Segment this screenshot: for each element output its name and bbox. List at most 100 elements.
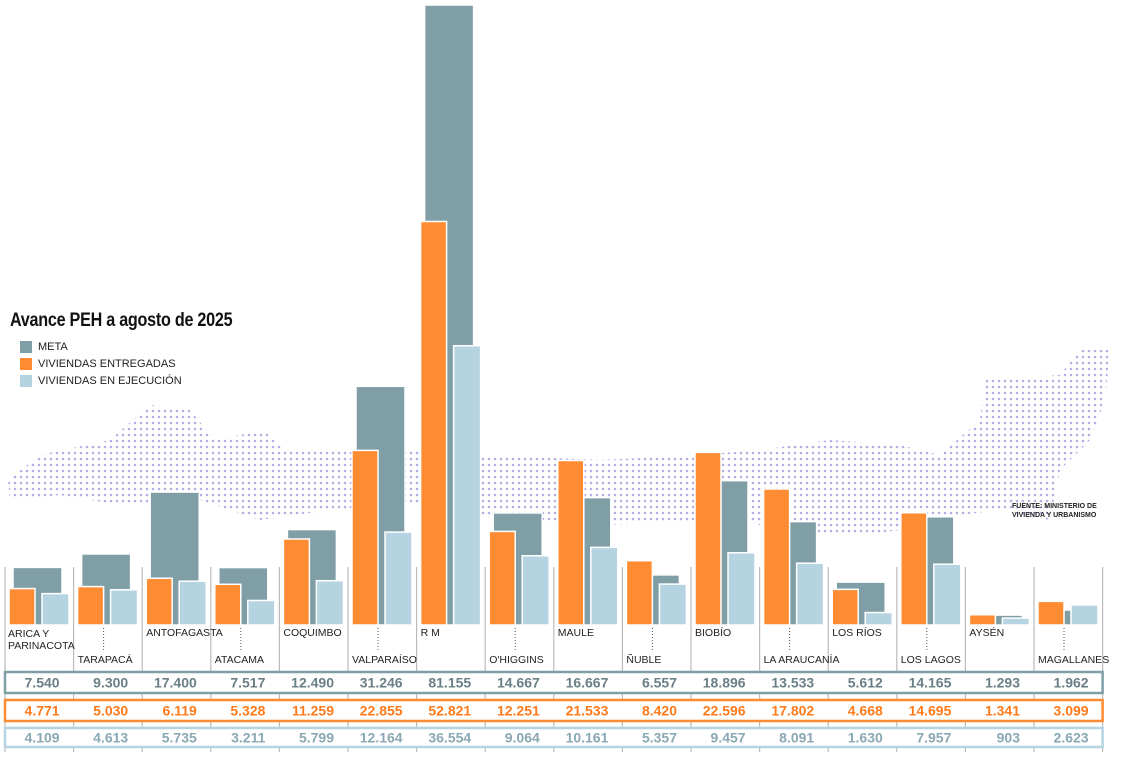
map-silhouette: [8, 350, 1110, 535]
value-meta: 13.533: [771, 675, 814, 691]
value-entregadas: 14.695: [909, 703, 952, 719]
bar-entregadas: [488, 530, 516, 626]
value-meta: 81.155: [428, 675, 471, 691]
table-row-ejecucion: [3, 726, 1104, 749]
value-ejecucion: 36.554: [428, 730, 471, 746]
category-label: AYSÉN: [969, 626, 1004, 639]
table-row-entregadas: [3, 698, 1104, 723]
bar-ejecucion: [41, 592, 70, 626]
bar-entregadas: [76, 585, 105, 626]
value-ejecucion: 903: [997, 730, 1021, 746]
bar-ejecucion: [452, 344, 482, 626]
value-meta: 17.400: [154, 675, 197, 691]
legend-swatch: [20, 357, 32, 370]
value-ejecucion: 5.735: [162, 730, 197, 746]
bar-ejecucion: [727, 552, 756, 626]
value-entregadas: 5.328: [230, 703, 265, 719]
legend-item-meta: META: [20, 338, 182, 355]
bar-ejecucion: [864, 611, 893, 626]
bar-entregadas: [8, 587, 36, 626]
value-entregadas: 22.596: [703, 703, 746, 719]
bar-ejecucion: [658, 583, 688, 626]
bar-ejecucion: [384, 531, 413, 626]
value-meta: 5.612: [848, 675, 883, 691]
bar-entregadas: [694, 451, 722, 626]
value-entregadas: 4.668: [848, 703, 883, 719]
value-entregadas: 3.099: [1054, 703, 1089, 719]
value-ejecucion: 7.957: [916, 730, 951, 746]
legend-label: VIVIENDAS EN EJECUCIÓN: [38, 374, 182, 387]
bar-ejecucion: [521, 555, 550, 626]
category-label: MAGALLANES: [1038, 654, 1109, 666]
legend-item-entregadas: VIVIENDAS ENTREGADAS: [20, 355, 182, 372]
category-label: COQUIMBO: [283, 627, 341, 639]
legend-label: META: [38, 340, 68, 353]
value-ejecucion: 3.211: [231, 730, 265, 746]
bar-entregadas: [625, 559, 654, 626]
value-ejecucion: 4.109: [25, 730, 60, 746]
value-meta: 1.962: [1054, 675, 1089, 691]
value-meta: 6.557: [642, 675, 677, 691]
bar-ejecucion: [109, 589, 139, 626]
bar-ejecucion: [590, 546, 619, 626]
value-meta: 31.246: [360, 675, 403, 691]
value-meta: 16.667: [566, 675, 609, 691]
bar-ejecucion: [933, 563, 962, 626]
bar-entregadas: [145, 577, 173, 626]
bar-entregadas: [214, 583, 242, 626]
category-label: TARAPACÁ: [78, 653, 133, 666]
category-label: ARICA Y PARINACOTA: [8, 628, 75, 652]
category-label: VALPARAÍSO: [352, 653, 417, 666]
category-label-line: PARINACOTA: [8, 640, 75, 652]
bar-ejecucion: [247, 599, 276, 626]
bar-entregadas: [1037, 600, 1065, 626]
value-meta: 14.165: [909, 675, 952, 691]
value-entregadas: 12.251: [497, 703, 540, 719]
value-ejecucion: 5.799: [299, 730, 334, 746]
source-note: FUENTE: MINISTERIO DE VIVIENDA Y URBANIS…: [1012, 503, 1097, 519]
value-meta: 7.540: [25, 675, 60, 691]
value-entregadas: 1.341: [985, 703, 1020, 719]
value-ejecucion: 9.457: [711, 730, 746, 746]
bar-ejecucion: [1070, 604, 1099, 626]
legend-swatch: [20, 340, 32, 353]
value-entregadas: 17.802: [771, 703, 814, 719]
bar-entregadas: [282, 538, 311, 626]
category-label: MAULE: [558, 627, 594, 639]
bar-entregadas: [762, 488, 791, 626]
chart-title: Avance PEH a agosto de 2025: [10, 310, 233, 331]
category-label: BIOBÍO: [695, 626, 731, 639]
legend: META VIVIENDAS ENTREGADAS VIVIENDAS EN E…: [20, 338, 182, 389]
bar-entregadas: [831, 588, 859, 626]
bar-entregadas: [557, 459, 585, 626]
value-entregadas: 11.259: [292, 703, 334, 719]
category-label: LOS LAGOS: [901, 654, 961, 666]
bar-ejecucion: [795, 562, 825, 626]
value-meta: 12.490: [291, 675, 334, 691]
value-meta: 1.293: [985, 675, 1020, 691]
category-label: R M: [421, 627, 440, 639]
legend-item-ejecucion: VIVIENDAS EN EJECUCIÓN: [20, 372, 182, 389]
bar-entregadas: [351, 449, 379, 626]
bar-entregadas: [419, 220, 448, 626]
category-label: O'HIGGINS: [489, 654, 544, 666]
value-meta: 9.300: [93, 675, 128, 691]
bar-entregadas: [968, 614, 997, 626]
bar-entregadas: [900, 511, 928, 626]
category-label: ATACAMA: [215, 654, 264, 666]
value-entregadas: 22.855: [360, 703, 403, 719]
value-meta: 18.896: [703, 675, 746, 691]
category-label: ÑUBLE: [626, 653, 661, 666]
value-ejecucion: 4.613: [93, 730, 128, 746]
value-ejecucion: 1.630: [848, 730, 883, 746]
bar-ejecucion: [178, 580, 207, 626]
value-ejecucion: 10.161: [566, 730, 609, 746]
bar-ejecucion: [1001, 617, 1031, 626]
value-ejecucion: 12.164: [360, 730, 403, 746]
value-entregadas: 8.420: [642, 703, 677, 719]
value-entregadas: 4.771: [25, 703, 60, 719]
category-label: ANTOFAGASTA: [146, 627, 223, 639]
value-entregadas: 6.119: [163, 703, 197, 719]
category-label: LA ARAUCANÍA: [764, 653, 840, 666]
